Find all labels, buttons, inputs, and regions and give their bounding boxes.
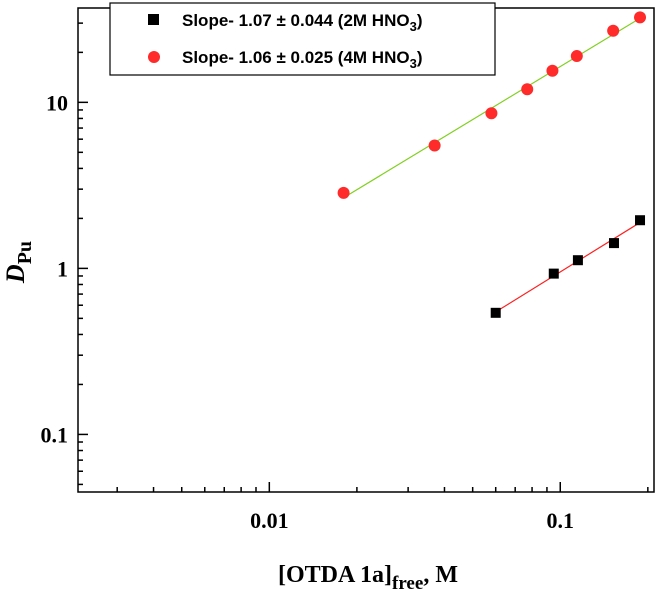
x-axis-title: [OTDA 1a]free, M	[278, 562, 458, 589]
data-point-square	[608, 238, 619, 249]
plot-frame	[77, 7, 655, 493]
y-axis-title-main: D	[1, 264, 30, 284]
x-axis-title-main: [OTDA 1a]	[278, 562, 392, 588]
x-axis-title-sub: free	[392, 573, 423, 589]
axis-ticks	[78, 22, 649, 492]
legend-label-series-2-main: Slope- 1.06 ± 0.025 (4M HNO	[182, 48, 410, 67]
data-point-circle	[634, 11, 647, 24]
y-axis-title: DPu	[1, 241, 36, 284]
data-point-square	[548, 268, 559, 279]
data-point-square	[635, 215, 646, 226]
legend-marker-circle	[148, 51, 160, 63]
data-point-circle	[428, 139, 441, 152]
data-points	[337, 11, 647, 318]
y-tick-label: 10	[46, 90, 68, 115]
y-tick-label: 0.1	[41, 422, 69, 447]
y-axis-title-sub: Pu	[14, 241, 36, 264]
legend: Slope- 1.07 ± 0.044 (2M HNO3) Slope- 1.0…	[109, 2, 496, 76]
legend-label-series-1-sub: 3	[410, 19, 417, 34]
legend-label-series-1-main: Slope- 1.07 ± 0.044 (2M HNO	[182, 11, 410, 30]
x-tick-label: 0.1	[547, 508, 575, 533]
legend-label-series-2: Slope- 1.06 ± 0.025 (4M HNO3)	[182, 48, 422, 71]
tick-labels: 0.01 0.1 0.1 1 10	[41, 90, 575, 533]
data-point-circle	[521, 83, 534, 96]
legend-marker-square	[148, 14, 159, 25]
data-point-circle	[485, 107, 498, 120]
legend-label-series-2-sub: 3	[410, 56, 417, 71]
data-point-circle	[607, 24, 620, 37]
y-tick-label: 1	[57, 256, 68, 281]
x-tick-label: 0.01	[250, 508, 289, 533]
data-point-circle	[546, 64, 559, 77]
legend-label-series-1: Slope- 1.07 ± 0.044 (2M HNO3)	[182, 11, 422, 34]
data-point-square	[490, 307, 501, 318]
legend-label-series-2-end: )	[417, 48, 423, 67]
data-point-square	[572, 255, 583, 266]
fit-line-series-1	[495, 221, 641, 313]
data-point-circle	[570, 50, 583, 63]
legend-box	[109, 2, 496, 76]
data-point-circle	[337, 186, 350, 199]
x-axis-title-suffix: , M	[423, 562, 458, 588]
legend-label-series-1-end: )	[417, 11, 423, 30]
